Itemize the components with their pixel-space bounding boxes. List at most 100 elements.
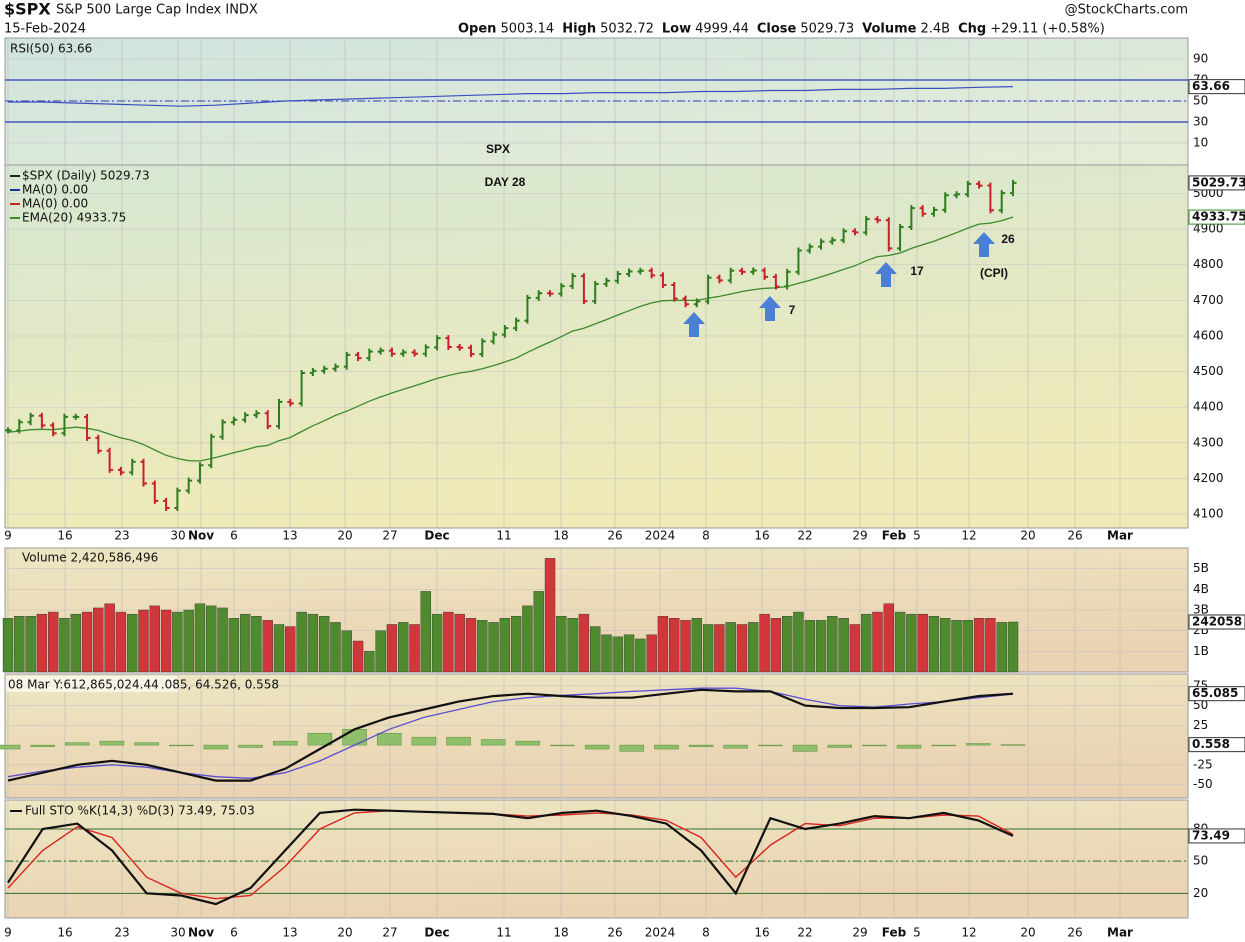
volume-bar — [206, 605, 217, 673]
volume-bar — [431, 613, 443, 673]
value-box-label: 0.558 — [1192, 737, 1230, 751]
volume-bar — [759, 613, 770, 673]
volume-bar — [149, 605, 160, 673]
index-name: S&P 500 Large Cap Index INDX — [56, 3, 258, 18]
panel-title: RSI(50) 63.66 — [10, 42, 92, 56]
price-bar — [885, 217, 893, 252]
volume-bar — [849, 624, 861, 673]
x-tick-label: 20 — [337, 926, 352, 940]
x-tick-label: 5 — [913, 926, 921, 940]
panel-title: 08 Mar Y:612,865,024.44 — [8, 678, 159, 692]
histogram-bar — [827, 744, 852, 748]
price-bar — [321, 365, 328, 374]
value-box — [1188, 209, 1245, 225]
histogram-bar — [272, 740, 298, 746]
volume-bar — [93, 607, 104, 673]
y-tick-label: 4100 — [1193, 507, 1224, 521]
price-bar — [851, 228, 859, 236]
price-bar — [230, 416, 238, 426]
x-tick-label: Mar — [1107, 926, 1133, 940]
histogram-bar — [307, 732, 333, 746]
price-bar — [976, 180, 983, 189]
volume-bar — [669, 618, 680, 673]
volume-bar — [296, 611, 307, 673]
histogram-bar — [1000, 744, 1026, 746]
histogram-bar — [584, 744, 610, 750]
volume-bar — [228, 618, 240, 673]
histogram-bar — [654, 744, 679, 750]
price-bar — [467, 344, 475, 358]
value-box — [1188, 737, 1245, 753]
volume-bar — [962, 620, 974, 673]
y-tick-label: 4800 — [1193, 257, 1224, 271]
x-tick-label: 16 — [754, 926, 769, 940]
value-box-label: 63.66 — [1192, 79, 1230, 93]
arrow — [683, 312, 705, 337]
volume-bar — [567, 618, 578, 673]
x-tick-label: 16 — [57, 926, 72, 940]
series-line — [7, 688, 1014, 782]
x-tick-label: 13 — [282, 926, 297, 940]
volume-bar — [1007, 621, 1019, 673]
histogram-bar — [411, 736, 437, 746]
price-bar — [942, 192, 949, 213]
x-tick-label: 12 — [961, 529, 976, 543]
symbol: $SPX — [4, 0, 51, 19]
date: 15-Feb-2024 — [4, 22, 86, 37]
histogram-bar — [238, 744, 263, 748]
price-bar — [355, 351, 362, 362]
volume-bar — [940, 618, 951, 673]
price-bar — [1010, 179, 1017, 197]
price-bar — [72, 413, 80, 420]
x-tick-label: 2024 — [645, 926, 676, 940]
x-tick-label: Feb — [882, 529, 907, 543]
volume-bar — [872, 611, 883, 673]
volume-bar — [172, 611, 183, 673]
volume-bar — [657, 616, 669, 673]
volume-bar — [398, 622, 409, 673]
quote-label: High — [562, 22, 596, 37]
price-bar — [61, 413, 68, 437]
volume-bar — [928, 616, 940, 673]
panel-title: Full STO %K(14,3) %D(3) 73.49, — [25, 804, 216, 818]
price-bar — [117, 466, 125, 476]
volume-bar — [917, 613, 928, 673]
x-tick-label: Nov — [188, 529, 214, 543]
histogram-bar — [931, 744, 956, 747]
price-bar — [863, 216, 870, 236]
volume-bar — [465, 618, 477, 673]
legend-label: MA(0) 0.00 — [22, 197, 88, 211]
price-bar — [163, 497, 170, 512]
volume-bar — [804, 620, 815, 673]
legend-label: MA(0) 0.00 — [22, 183, 88, 197]
x-tick-label: 26 — [607, 529, 622, 543]
volume-bar — [386, 624, 398, 673]
x-tick-label: Dec — [424, 926, 449, 940]
x-tick-label: 16 — [57, 529, 72, 543]
quote-label: Close — [757, 22, 797, 37]
panel-subtitle: .085, 64.526, 0.558 — [161, 678, 279, 692]
quote-label: Open — [458, 22, 496, 37]
price-bar — [738, 267, 746, 275]
volume-bar — [612, 636, 623, 673]
y-tick-label: 4B — [1193, 582, 1209, 596]
price-bar — [953, 191, 961, 199]
price-bar — [659, 272, 667, 289]
volume-bar — [691, 618, 703, 673]
value-box-label: 4933.75 — [1192, 210, 1245, 224]
volume-bar — [736, 624, 748, 673]
price-bar — [264, 410, 272, 430]
volume-bar — [646, 634, 657, 673]
price-panel — [4, 164, 1189, 529]
volume-bar — [533, 591, 544, 673]
histogram-bar — [896, 744, 922, 749]
volume-bar — [770, 618, 782, 673]
y-tick-label: 20 — [1193, 886, 1208, 900]
x-tick-label: 27 — [382, 926, 397, 940]
volume-bar — [635, 638, 646, 673]
price-bar — [434, 335, 441, 351]
volume-bar — [601, 634, 612, 673]
y-tick-label: 4200 — [1193, 471, 1224, 485]
